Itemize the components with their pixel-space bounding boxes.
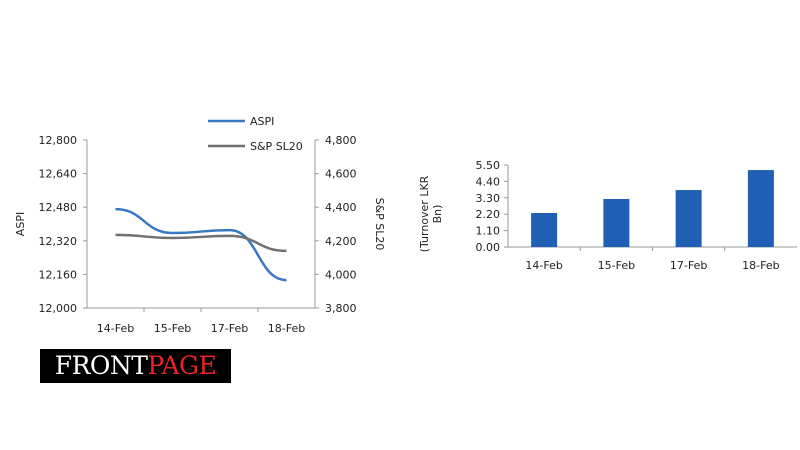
series-line-aspi [115,207,287,282]
y-tick-label: 12,640 [39,168,78,181]
bar-y-tick-label: 2.20 [476,208,501,221]
x-tick-label: 14-Feb [97,322,134,335]
bar-y-axis-label: Bn) [431,205,444,224]
frontpage-logo: FRONTPAGE [40,349,231,383]
y2-tick-label: 4,800 [325,134,357,147]
y2-axis-label: S&P SL20 [373,198,386,251]
y-tick-label: 12,480 [39,201,78,214]
y2-tick-label: 4,200 [325,235,357,248]
y-tick-label: 12,160 [39,268,78,281]
bar-x-tick-label: 18-Feb [742,259,779,272]
bar-15-Feb [603,198,630,247]
y2-tick-label: 4,400 [325,201,357,214]
x-tick-label: 18-Feb [268,322,305,335]
bar-x-tick-label: 17-Feb [670,259,707,272]
bar-y-tick-label: 3.30 [476,192,501,205]
bar-y-tick-label: 1.10 [476,225,501,238]
bar-y-tick-label: 4.40 [476,175,501,188]
y-tick-label: 12,000 [39,302,78,315]
y2-tick-label: 3,800 [325,302,357,315]
legend-label: ASPI [250,115,274,128]
x-tick-label: 17-Feb [211,322,248,335]
y-tick-label: 12,320 [39,235,78,248]
y-axis-label: ASPI [14,212,27,236]
series-line-sp-sl20 [115,233,287,253]
y2-tick-label: 4,000 [325,268,357,281]
bar-y-axis-label: (Turnover LKR [418,175,431,252]
bar-17-Feb [675,190,702,247]
legend-label: S&P SL20 [250,140,303,153]
bar-x-tick-label: 14-Feb [525,259,562,272]
bar-x-tick-label: 15-Feb [598,259,635,272]
bar-y-tick-label: 5.50 [476,159,501,172]
bar-y-tick-label: 0.00 [476,241,501,254]
x-tick-label: 15-Feb [154,322,191,335]
bar-14-Feb [531,213,558,247]
y-tick-label: 12,800 [39,134,78,147]
bar-18-Feb [747,170,774,247]
y2-tick-label: 4,600 [325,168,357,181]
